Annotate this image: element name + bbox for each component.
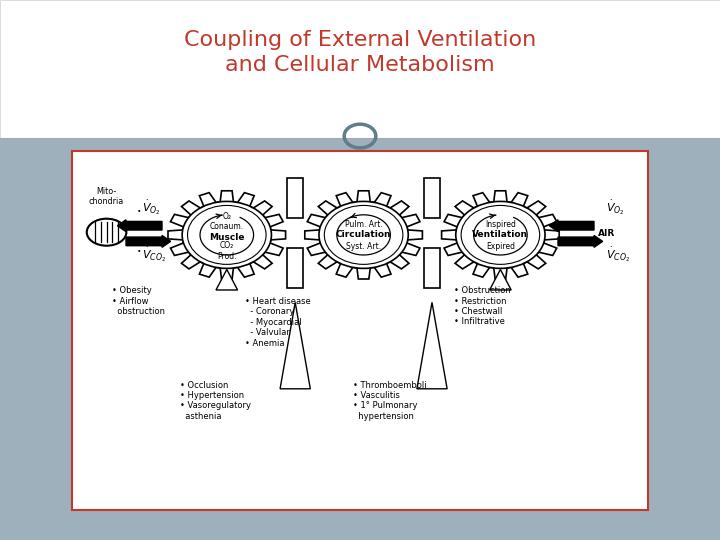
Polygon shape [490, 269, 511, 290]
Circle shape [461, 205, 540, 265]
Text: $\dot{V}_{CO_2}$: $\dot{V}_{CO_2}$ [606, 246, 631, 264]
Text: Muscle: Muscle [209, 233, 245, 242]
Text: O₂
Conaum.: O₂ Conaum. [210, 212, 244, 231]
Text: $\bullet$: $\bullet$ [135, 247, 141, 253]
FancyArrow shape [558, 235, 603, 247]
FancyArrow shape [549, 220, 594, 232]
Bar [424, 178, 440, 218]
Text: • Obesity
• Airflow
  obstruction: • Obesity • Airflow obstruction [112, 286, 165, 316]
Text: Inspired: Inspired [485, 220, 516, 228]
Text: $\bullet$: $\bullet$ [135, 207, 141, 213]
Text: Mito-
chondria: Mito- chondria [89, 187, 124, 206]
Text: • Obstruction
• Restriction
• Chestwall
• Infiltrative: • Obstruction • Restriction • Chestwall … [454, 286, 510, 326]
Ellipse shape [86, 219, 127, 246]
Polygon shape [280, 302, 310, 389]
Circle shape [456, 201, 545, 268]
Bar [287, 178, 303, 218]
Text: • Thromboemboli
• Vasculitis
• 1° Pulmonary
  hypertension: • Thromboemboli • Vasculitis • 1° Pulmon… [353, 381, 426, 421]
Circle shape [187, 205, 266, 265]
Text: Expired: Expired [486, 242, 515, 251]
Bar [287, 248, 303, 288]
Text: AIR: AIR [598, 229, 615, 238]
Text: Ventilation: Ventilation [472, 231, 528, 239]
Text: Coupling of External Ventilation
and Cellular Metabolism: Coupling of External Ventilation and Cel… [184, 30, 536, 75]
Bar [0, 0, 720, 146]
Text: $\dot{V}_{CO_2}$: $\dot{V}_{CO_2}$ [142, 246, 166, 264]
Circle shape [324, 205, 403, 265]
Circle shape [182, 201, 271, 268]
Polygon shape [305, 191, 423, 279]
FancyArrow shape [126, 235, 171, 247]
Circle shape [319, 201, 408, 268]
Text: Pulm. Art.: Pulm. Art. [345, 220, 382, 228]
Text: $\dot{V}_{O_2}$: $\dot{V}_{O_2}$ [142, 199, 161, 217]
Bar [424, 248, 440, 288]
Polygon shape [417, 302, 447, 389]
Text: CO₂
Prod.: CO₂ Prod. [217, 241, 237, 261]
Polygon shape [168, 191, 286, 279]
Bar [72, 151, 648, 510]
Polygon shape [441, 191, 559, 279]
Polygon shape [216, 269, 238, 290]
Bar [0, 138, 720, 540]
Text: • Heart disease
  - Coronary
  - Myocardial
  - Valvular
• Anemia: • Heart disease - Coronary - Myocardial … [245, 297, 310, 348]
Text: • Occlusion
• Hypertension
• Vasoregulatory
  asthenia: • Occlusion • Hypertension • Vasoregulat… [180, 381, 251, 421]
Text: $\dot{V}_{O_2}$: $\dot{V}_{O_2}$ [606, 199, 625, 217]
Text: Circulation: Circulation [336, 231, 392, 239]
FancyArrow shape [117, 220, 162, 232]
Text: Syst. Art.: Syst. Art. [346, 242, 381, 251]
